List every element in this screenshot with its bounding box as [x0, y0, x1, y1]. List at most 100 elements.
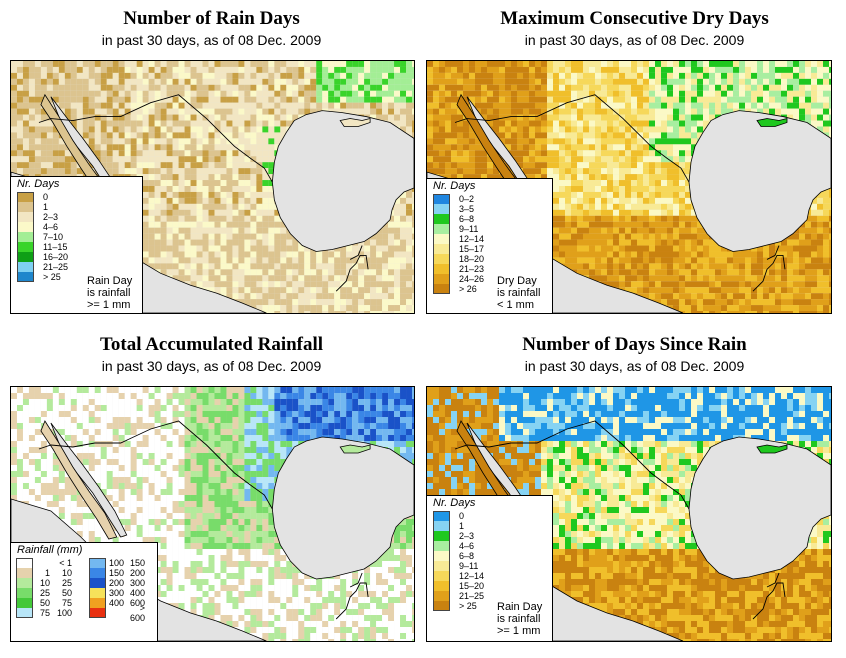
legend-item: 50 75	[11, 598, 80, 608]
legend-swatch	[433, 214, 450, 224]
legend-swatch	[433, 244, 450, 254]
note-line: < 1 mm	[497, 299, 534, 311]
panel-title: Maximum Consecutive Dry Days	[500, 8, 769, 29]
legend-range-high: 200	[129, 568, 145, 578]
us-border	[454, 94, 690, 183]
panel-subtitle: in past 30 days, as of 08 Dec. 2009	[101, 32, 322, 48]
legend-label: 4–6	[459, 541, 475, 551]
legend-range-high: 300	[129, 578, 145, 588]
legend-label: 7–10	[43, 232, 64, 242]
note-line: Dry Day	[497, 275, 537, 287]
legend-range-high: < 1	[59, 558, 72, 568]
legend-item: 400 600	[84, 598, 153, 608]
legend-item: > 26	[427, 284, 552, 294]
legend-range-high: 150	[129, 558, 145, 568]
legend-swatch	[433, 274, 450, 284]
legend-range-high: 600	[129, 598, 145, 608]
legend-label: 16–20	[43, 252, 69, 262]
legend-swatch	[17, 212, 34, 222]
legend-title: Nr. Days	[433, 497, 476, 509]
belize-border	[766, 245, 780, 260]
legend-item: 1	[427, 521, 552, 531]
legend-range-low: 150	[109, 568, 125, 578]
legend-item: 4–6	[427, 541, 552, 551]
legend-item: 6–8	[427, 551, 552, 561]
gulf-of-mexico	[688, 110, 831, 252]
legend-range-low: 300	[109, 588, 125, 598]
panel-subtitle: in past 30 days, as of 08 Dec. 2009	[524, 358, 745, 374]
legend-swatch	[89, 578, 106, 588]
legend-item: 4–6	[11, 222, 142, 232]
note-line: is rainfall	[497, 287, 541, 299]
legend-item: 6–8	[427, 214, 552, 224]
map-legend: Nr. Days 0 1 2–3 4–6 6–8 9–11 12–14 15–20 21–25 >…	[427, 495, 553, 641]
legend-swatch	[89, 588, 106, 598]
panel-subtitle: in past 30 days, as of 08 Dec. 2009	[524, 32, 745, 48]
note-line: Rain Day	[87, 275, 133, 287]
legend-item: 2–3	[11, 212, 142, 222]
legend-swatch	[433, 264, 450, 274]
baja-california	[40, 420, 118, 540]
legend-swatch	[433, 511, 450, 521]
legend-swatch	[433, 591, 450, 601]
legend-item: 0–2	[427, 194, 552, 204]
legend-item: 12–14	[427, 571, 552, 581]
legend-swatch	[433, 601, 450, 611]
legend-item: 21–25	[427, 591, 552, 601]
guatemala-border	[335, 255, 369, 292]
legend-range-low: 1	[44, 568, 50, 578]
legend-swatch	[89, 558, 106, 568]
belize-border	[349, 572, 363, 588]
note-line: is rainfall	[497, 613, 541, 625]
days-since-rain-map: Nr. Days 0 1 2–3 4–6 6–8 9–11 12–14 15–20 21–25 >…	[426, 386, 832, 642]
legend-note: Rain Day is rainfall >= 1 mm	[497, 601, 542, 637]
legend-swatch	[16, 608, 33, 618]
legend-item: 1 10	[11, 568, 80, 578]
legend-item: > 25	[427, 601, 552, 611]
legend-item: 0	[427, 511, 552, 521]
legend-range-low: 50	[39, 598, 50, 608]
legend-swatch	[17, 272, 34, 282]
panel-title: Number of Days Since Rain	[522, 334, 747, 355]
legend-title: Rainfall (mm)	[17, 544, 83, 556]
legend-item: 15–20	[427, 581, 552, 591]
legend-swatch	[16, 568, 33, 578]
legend-swatch	[17, 252, 34, 262]
gulf-of-mexico	[688, 436, 831, 580]
legend-item: > 600	[84, 603, 153, 623]
legend-swatch	[17, 202, 34, 212]
legend-item: 25 50	[11, 588, 80, 598]
legend-label: 24–26	[459, 274, 485, 284]
us-border	[454, 420, 690, 510]
legend-item: 24–26	[427, 274, 552, 284]
belize-border	[349, 245, 363, 260]
rainfall-legend-grid: < 1 100 150 1 10 150 200 10 25 200 300 25 50 300 400 50…	[11, 558, 157, 623]
legend-item: 9–11	[427, 561, 552, 571]
panel-rain-days: Number of Rain Days in past 30 days, as …	[0, 8, 423, 318]
legend-item: 10 25	[11, 578, 80, 588]
cuba	[756, 444, 788, 454]
legend-label: 6–8	[459, 214, 475, 224]
legend-swatch	[433, 224, 450, 234]
legend-swatch	[16, 598, 33, 608]
legend-swatch	[433, 581, 450, 591]
legend-item: < 1	[11, 558, 80, 568]
guatemala-border	[752, 582, 786, 620]
legend-swatch	[89, 608, 106, 618]
legend-swatch	[89, 568, 106, 578]
gulf-of-mexico	[271, 436, 414, 580]
legend-label: 21–25	[459, 591, 485, 601]
legend-item: 7–10	[11, 232, 142, 242]
belize-border	[766, 572, 780, 588]
legend-title: Nr. Days	[17, 178, 60, 190]
legend-item: 9–11	[427, 224, 552, 234]
legend-label: 21–23	[459, 264, 485, 274]
legend-swatch	[16, 588, 33, 598]
legend-swatch	[433, 254, 450, 264]
legend-range-high: 50	[61, 588, 72, 598]
panel-subtitle: in past 30 days, as of 08 Dec. 2009	[101, 358, 322, 374]
us-border	[38, 420, 273, 510]
legend-label: 1	[459, 521, 465, 531]
legend-label: 9–11	[459, 224, 479, 234]
cuba	[339, 118, 371, 127]
